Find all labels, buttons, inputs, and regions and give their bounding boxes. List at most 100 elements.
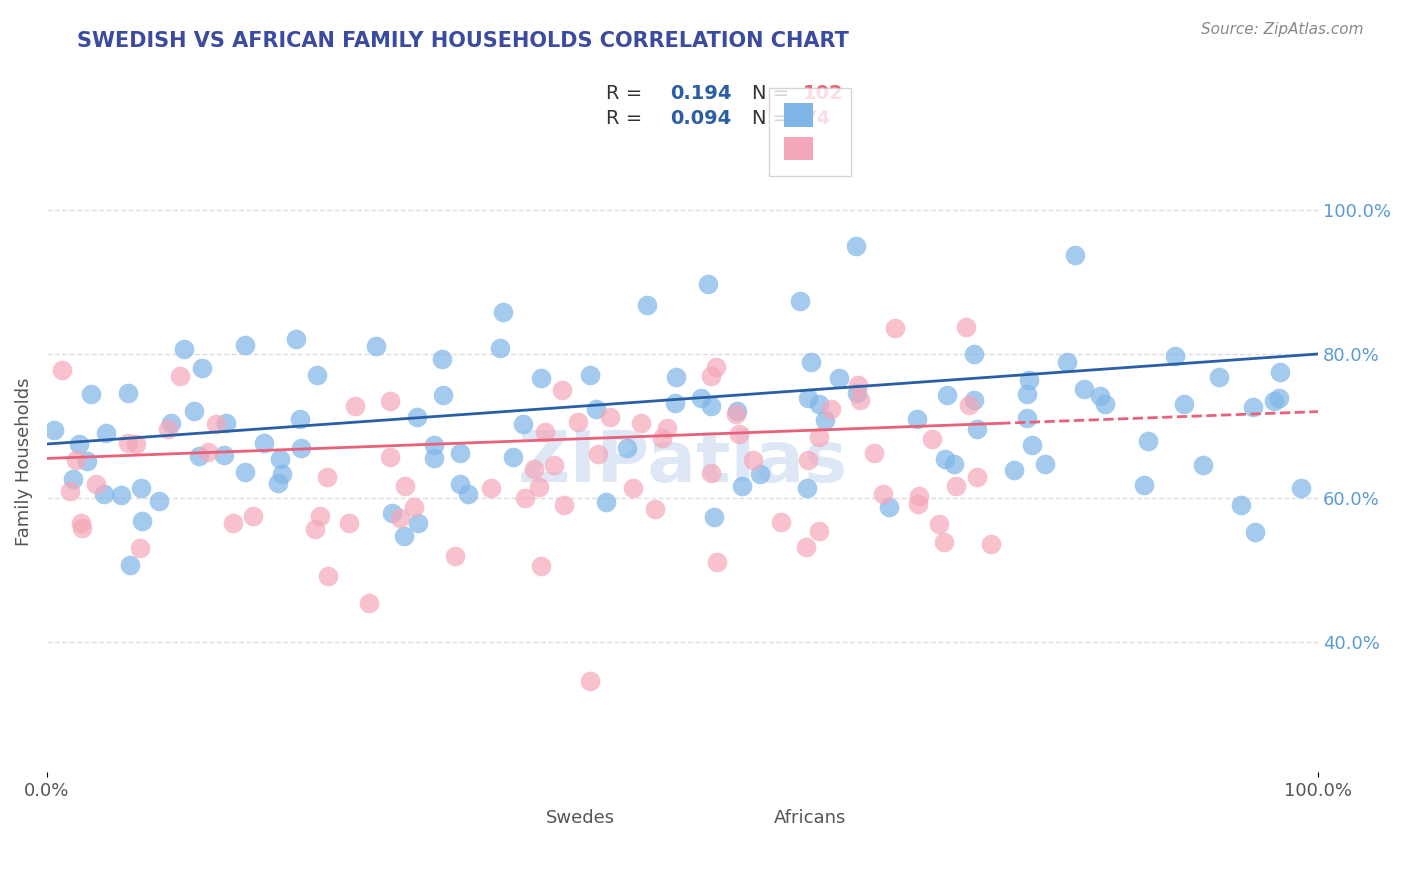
Swedes	[665, 370, 688, 384]
Africans	[579, 674, 602, 689]
Swedes	[1164, 349, 1187, 363]
Text: R =: R =	[606, 109, 648, 128]
Africans	[84, 477, 107, 491]
Swedes	[423, 438, 446, 452]
Swedes	[187, 450, 209, 464]
Africans	[128, 541, 150, 555]
Swedes	[406, 516, 429, 531]
Swedes	[814, 412, 837, 426]
Swedes	[1241, 401, 1264, 415]
Swedes	[450, 445, 472, 459]
Swedes	[191, 361, 214, 376]
Swedes	[1018, 373, 1040, 387]
Africans	[309, 509, 332, 524]
Africans	[769, 515, 792, 529]
Text: N =: N =	[752, 84, 796, 103]
Africans	[651, 431, 673, 445]
Swedes	[432, 388, 454, 402]
Swedes	[131, 514, 153, 528]
Swedes	[392, 529, 415, 543]
FancyBboxPatch shape	[727, 806, 778, 830]
Swedes	[796, 481, 818, 495]
Africans	[479, 481, 502, 495]
Swedes	[62, 472, 84, 486]
Swedes	[215, 417, 238, 431]
Africans	[655, 421, 678, 435]
Africans	[222, 516, 245, 530]
Swedes	[797, 391, 820, 405]
Swedes	[1268, 365, 1291, 379]
Swedes	[285, 332, 308, 346]
Text: 0.094: 0.094	[669, 109, 731, 128]
Swedes	[457, 487, 479, 501]
Swedes	[489, 341, 512, 355]
Africans	[808, 430, 831, 444]
Swedes	[267, 475, 290, 490]
Swedes	[1094, 397, 1116, 411]
Text: R =: R =	[606, 84, 648, 103]
Swedes	[148, 493, 170, 508]
Africans	[586, 447, 609, 461]
Swedes	[422, 450, 444, 465]
Africans	[197, 444, 219, 458]
Swedes	[616, 442, 638, 456]
Africans	[862, 446, 884, 460]
Africans	[794, 541, 817, 555]
Text: 102: 102	[803, 84, 844, 103]
Africans	[699, 467, 721, 481]
Text: Swedes: Swedes	[547, 809, 616, 828]
Africans	[807, 524, 830, 538]
Swedes	[1073, 382, 1095, 396]
Africans	[316, 569, 339, 583]
Swedes	[689, 392, 711, 406]
Text: 0.194: 0.194	[669, 84, 731, 103]
Swedes	[725, 404, 748, 418]
Swedes	[1230, 498, 1253, 512]
Africans	[955, 320, 977, 334]
Swedes	[845, 239, 868, 253]
Y-axis label: Family Households: Family Households	[15, 378, 32, 546]
Swedes	[934, 452, 956, 467]
Swedes	[491, 305, 513, 319]
Text: SWEDISH VS AFRICAN FAMILY HOUSEHOLDS CORRELATION CHART: SWEDISH VS AFRICAN FAMILY HOUSEHOLDS COR…	[77, 31, 849, 51]
Africans	[70, 516, 93, 531]
Africans	[388, 511, 411, 525]
Swedes	[1192, 458, 1215, 472]
Swedes	[117, 386, 139, 401]
Swedes	[118, 558, 141, 573]
Africans	[700, 369, 723, 384]
Swedes	[233, 338, 256, 352]
Swedes	[1173, 396, 1195, 410]
Swedes	[110, 488, 132, 502]
Swedes	[530, 370, 553, 384]
Text: Source: ZipAtlas.com: Source: ZipAtlas.com	[1201, 22, 1364, 37]
Swedes	[269, 451, 291, 466]
Africans	[966, 470, 988, 484]
Africans	[117, 435, 139, 450]
Swedes	[1002, 463, 1025, 477]
Africans	[848, 377, 870, 392]
Swedes	[93, 487, 115, 501]
Swedes	[1244, 524, 1267, 539]
Africans	[337, 516, 360, 530]
Text: N =: N =	[752, 109, 796, 128]
Africans	[849, 392, 872, 407]
Africans	[551, 384, 574, 398]
Swedes	[789, 293, 811, 308]
Africans	[533, 425, 555, 440]
Swedes	[233, 465, 256, 479]
Africans	[945, 479, 967, 493]
Swedes	[731, 478, 754, 492]
Swedes	[449, 477, 471, 491]
Swedes	[160, 416, 183, 430]
Swedes	[749, 467, 772, 481]
Swedes	[877, 500, 900, 514]
Swedes	[636, 298, 658, 312]
Swedes	[595, 494, 617, 508]
Africans	[820, 401, 842, 416]
Swedes	[828, 370, 851, 384]
Africans	[527, 480, 550, 494]
Africans	[872, 487, 894, 501]
Africans	[724, 407, 747, 421]
Africans	[567, 416, 589, 430]
